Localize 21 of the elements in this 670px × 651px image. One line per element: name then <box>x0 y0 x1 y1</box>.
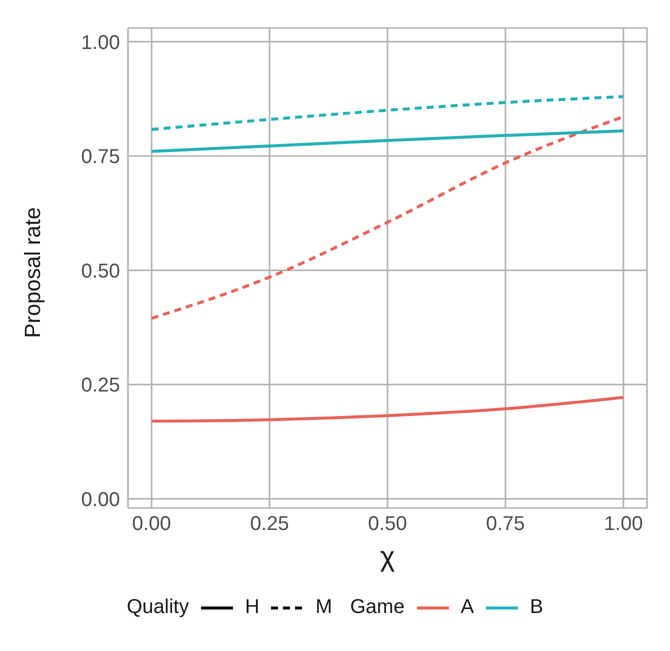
x-tick-label: 0.25 <box>250 513 290 536</box>
x-tick-label: 0.50 <box>368 513 407 536</box>
line-series <box>150 129 625 153</box>
text: B <box>530 596 544 619</box>
line-series <box>150 396 625 423</box>
y-axis-title: Proposal rate <box>20 207 45 338</box>
text: M <box>315 596 332 619</box>
y-tick-label: 0.00 <box>81 488 120 511</box>
y-tick-label: 0.50 <box>81 260 120 282</box>
x-tick-label: 1.00 <box>604 513 643 536</box>
y-tick-label: 1.00 <box>81 32 120 54</box>
text: A <box>460 596 474 619</box>
text: H <box>244 596 260 619</box>
x-tick-label: 0.75 <box>486 513 525 536</box>
text: Quality <box>126 596 189 619</box>
y-tick-label: 0.75 <box>81 146 120 168</box>
x-tick-label: 0.00 <box>132 513 172 536</box>
x-axis-title: χ <box>380 541 396 572</box>
text: Game <box>350 596 405 619</box>
y-tick-label: 0.25 <box>81 374 120 397</box>
line-series <box>150 95 625 131</box>
